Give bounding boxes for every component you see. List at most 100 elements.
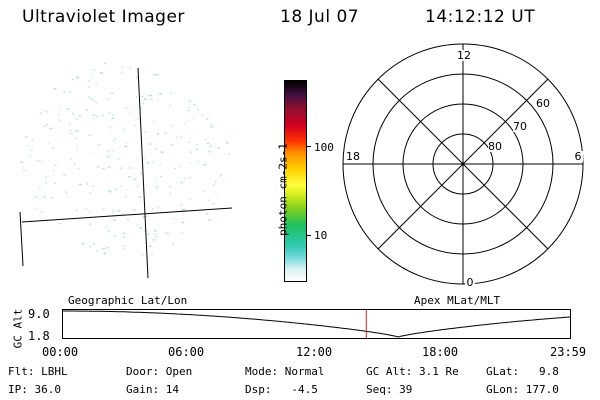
noise-speck <box>188 106 190 108</box>
noise-speck <box>30 139 34 141</box>
orbit-altitude-curve <box>63 310 572 338</box>
polar-diagonal-2 <box>377 78 549 250</box>
noise-speck <box>171 124 174 127</box>
noise-speck <box>81 242 85 245</box>
noise-speck <box>107 230 110 232</box>
noise-speck <box>89 211 91 214</box>
noise-speck <box>115 210 118 212</box>
noise-speck <box>90 98 93 100</box>
noise-speck <box>46 110 49 113</box>
noise-speck <box>207 199 210 201</box>
noise-speck <box>64 191 68 194</box>
noise-speck <box>154 236 158 238</box>
noise-speck <box>206 212 209 215</box>
noise-speck <box>121 66 124 68</box>
noise-speck <box>209 126 213 128</box>
noise-speck <box>59 222 62 225</box>
colorbar-tick-label-100: 100 <box>314 141 334 154</box>
noise-speck <box>181 209 185 212</box>
noise-speck <box>123 236 126 239</box>
noise-speck <box>107 166 111 168</box>
status-glon: GLon: 177.0 <box>486 383 559 396</box>
noise-speck <box>141 253 144 256</box>
noise-speck <box>188 141 191 144</box>
longitude-line <box>137 67 149 279</box>
noise-speck <box>100 72 103 74</box>
noise-speck <box>154 74 157 76</box>
noise-speck <box>140 172 142 174</box>
noise-speck <box>113 219 117 221</box>
noise-speck <box>139 107 143 110</box>
noise-speck <box>150 94 152 97</box>
status-mode: Mode: Normal <box>245 365 325 378</box>
noise-speck <box>67 195 69 197</box>
colorbar-unit-label: photon cm-2s-1 <box>276 143 290 236</box>
noise-speck <box>197 160 200 163</box>
noise-speck <box>103 207 105 210</box>
noise-speck <box>223 180 225 182</box>
noise-speck <box>138 196 141 198</box>
noise-speck <box>129 112 131 115</box>
noise-speck <box>111 150 113 153</box>
noise-speck <box>209 151 212 153</box>
noise-speck <box>190 151 192 153</box>
noise-speck <box>43 196 46 198</box>
noise-speck <box>216 193 218 196</box>
noise-speck <box>73 163 76 165</box>
noise-speck <box>45 182 48 185</box>
noise-speck <box>51 147 55 149</box>
noise-speck <box>156 180 158 183</box>
noise-speck <box>148 94 151 97</box>
noise-speck <box>70 158 73 161</box>
noise-speck <box>69 123 71 125</box>
noise-speck <box>24 136 28 138</box>
orbit-ytick-top: 9.0 <box>28 307 50 321</box>
noise-speck <box>150 253 153 256</box>
noise-speck <box>120 71 124 74</box>
noise-speck <box>103 114 105 117</box>
noise-speck <box>123 232 126 234</box>
lat-label-60: 60 <box>536 97 550 110</box>
polar-plot: 12 0 18 6 60 70 80 <box>342 43 584 289</box>
noise-speck <box>170 92 172 94</box>
noise-speck <box>45 175 47 178</box>
noise-speck <box>129 167 132 169</box>
noise-speck <box>22 167 25 169</box>
noise-speck <box>89 223 92 225</box>
noise-speck <box>146 233 149 236</box>
status-seq: Seq: 39 <box>366 383 413 396</box>
noise-speck <box>122 248 125 250</box>
noise-speck <box>112 140 115 142</box>
status-glat: GLat: 9.8 <box>486 365 559 378</box>
orbit-xtick-1: 06:00 <box>168 345 205 359</box>
noise-speck <box>203 164 206 166</box>
noise-speck <box>103 62 107 65</box>
noise-speck <box>172 243 174 245</box>
orbit-ylabel: GC Alt <box>11 308 25 349</box>
noise-speck <box>129 105 132 108</box>
noise-speck <box>123 128 126 131</box>
orbit-ytick-bottom: 1.8 <box>28 329 50 343</box>
noise-speck <box>39 112 42 115</box>
noise-speck <box>145 215 149 218</box>
noise-speck <box>108 112 111 114</box>
noise-speck <box>109 127 112 129</box>
noise-speck <box>58 105 60 107</box>
noise-speck <box>183 177 187 180</box>
noise-speck <box>193 116 195 119</box>
noise-speck <box>195 148 199 150</box>
noise-speck <box>169 104 172 106</box>
noise-speck <box>38 186 41 188</box>
noise-speck <box>209 145 212 147</box>
noise-speck <box>208 150 211 152</box>
noise-speck <box>36 207 39 210</box>
noise-speck <box>77 167 81 170</box>
noise-speck <box>106 150 110 152</box>
noise-speck <box>92 68 96 71</box>
noise-speck <box>154 230 157 232</box>
latitude-line <box>21 207 233 223</box>
noise-speck <box>150 98 153 101</box>
noise-speck <box>127 176 131 178</box>
noise-speck <box>75 130 79 132</box>
noise-speck <box>136 224 139 226</box>
